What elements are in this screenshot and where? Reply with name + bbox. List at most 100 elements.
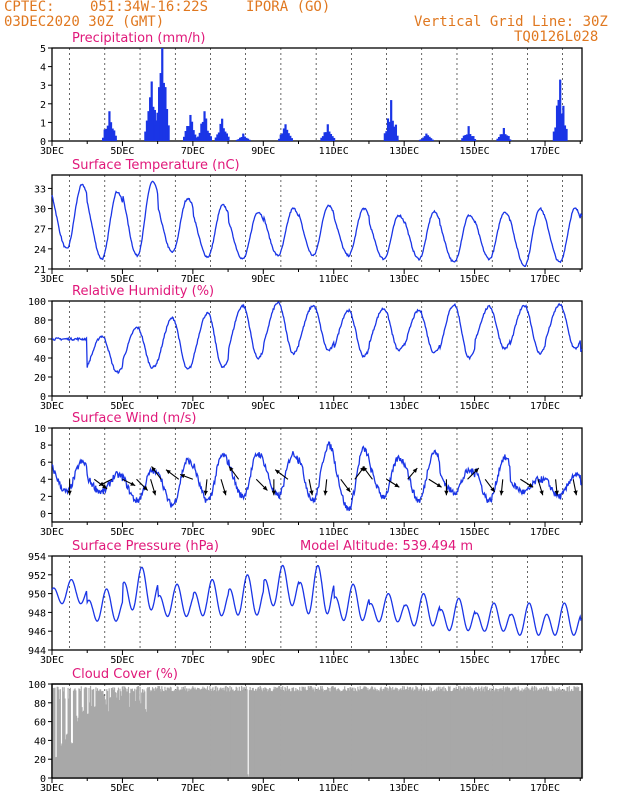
cloud-bar	[209, 686, 211, 778]
cloud-bar	[426, 688, 428, 778]
wind-arrow-head	[499, 490, 504, 496]
cloud-bar	[554, 691, 556, 778]
precip-bar	[559, 79, 562, 141]
header-station: IPORA (GO)	[246, 0, 331, 15]
y-tick-label: 944	[28, 646, 46, 657]
cloud-bar	[457, 686, 460, 778]
cloud-bar	[546, 686, 548, 778]
cloud-bar	[93, 688, 95, 778]
cloud-bar	[479, 691, 481, 778]
cloud-bar	[149, 691, 151, 778]
cloud-bar	[275, 687, 278, 778]
x-tick-label: 9DEC	[251, 655, 275, 666]
panel-frame	[51, 427, 583, 523]
cloud-bar	[452, 689, 454, 778]
cloud-bar	[470, 688, 472, 778]
cloud-bar	[565, 690, 567, 778]
cloud-bar	[542, 690, 544, 778]
cloud-bar	[114, 692, 116, 778]
cloud-bar	[104, 699, 106, 778]
precip-bar	[290, 138, 293, 141]
cloud-bar	[516, 689, 519, 778]
wind-arrow-head	[229, 466, 234, 472]
cloud-bar	[406, 686, 409, 778]
cloud-bar	[432, 691, 434, 778]
wind-arrow-head	[151, 466, 157, 472]
y-tick-label: 10	[34, 424, 46, 435]
cloud-bar	[579, 691, 581, 778]
cloud-bar	[258, 687, 260, 778]
cloud-bar	[112, 687, 114, 778]
precip-bar	[186, 126, 189, 141]
cloud-bar	[374, 687, 376, 778]
cloud-bar	[323, 691, 325, 778]
cloud-bar	[523, 689, 525, 778]
cloud-bar	[110, 688, 113, 778]
y-tick-label: 80	[34, 316, 46, 327]
precip-bar	[464, 134, 467, 141]
cloud-bar	[87, 713, 89, 778]
cloud-bar	[292, 687, 294, 778]
cloud-bar	[450, 690, 452, 778]
cloud-bar	[152, 688, 154, 778]
cloud-bar	[512, 688, 515, 778]
cloud-bar	[570, 690, 572, 778]
y-tick-label: 4	[40, 63, 46, 74]
x-tick-label: 17DEC	[530, 401, 560, 412]
precip-bar	[393, 126, 396, 141]
cloud-bar	[453, 687, 455, 778]
cloud-bar	[154, 690, 156, 778]
cloud-bar	[101, 691, 103, 778]
cloud-bar	[554, 688, 556, 778]
cloud-bar	[365, 687, 367, 778]
y-tick-label: 0	[40, 392, 46, 403]
cloud-bar	[148, 687, 150, 778]
precip-bar	[197, 136, 200, 141]
cloud-bar	[145, 711, 147, 778]
cloud-bar	[229, 685, 231, 778]
y-tick-label: 60	[34, 335, 46, 346]
precip-bar	[209, 136, 212, 141]
cloud-bar	[106, 689, 108, 778]
cloud-bar	[260, 687, 262, 778]
cloud-bar	[241, 689, 243, 778]
cloud-bar	[484, 691, 486, 778]
cloud-bar	[342, 689, 344, 778]
cloud-bar	[246, 689, 248, 778]
precip-bar	[192, 130, 195, 141]
wind-arrow-head	[262, 485, 268, 491]
cloud-bar	[257, 687, 259, 778]
cloud-bar	[577, 687, 579, 778]
cloud-bar	[107, 691, 109, 778]
cloud-bar	[536, 690, 539, 778]
cloud-bar	[65, 739, 67, 778]
cloud-bar	[508, 687, 510, 778]
cloud-bar	[283, 691, 285, 778]
cloud-bar	[199, 689, 202, 778]
cloud-bar	[483, 686, 485, 778]
cloud-bar	[389, 687, 391, 778]
cloud-bar	[236, 687, 238, 778]
precip-bar	[465, 134, 469, 141]
cloud-bar	[455, 686, 457, 778]
cloud-bar	[218, 689, 220, 778]
cloud-bar	[434, 691, 436, 778]
precip-bar	[194, 134, 197, 141]
precip-bar	[164, 87, 167, 141]
cloud-bar	[288, 688, 290, 778]
cloud-bar	[124, 687, 127, 778]
cloud-bar	[326, 689, 328, 778]
precip-bar	[154, 125, 158, 141]
y-tick-label: 21	[34, 265, 46, 276]
precip-bar	[227, 136, 230, 141]
precip-bar	[145, 120, 149, 141]
cloud-bar	[279, 689, 281, 778]
cloud-bar	[158, 686, 160, 778]
precip-bar	[162, 82, 165, 141]
cloud-bar	[519, 690, 522, 778]
cloud-bar	[113, 687, 116, 778]
cloud-bar	[428, 689, 430, 778]
cloud-bar	[238, 686, 240, 778]
cloud-bar	[457, 688, 459, 778]
cloud-bar	[221, 687, 223, 778]
